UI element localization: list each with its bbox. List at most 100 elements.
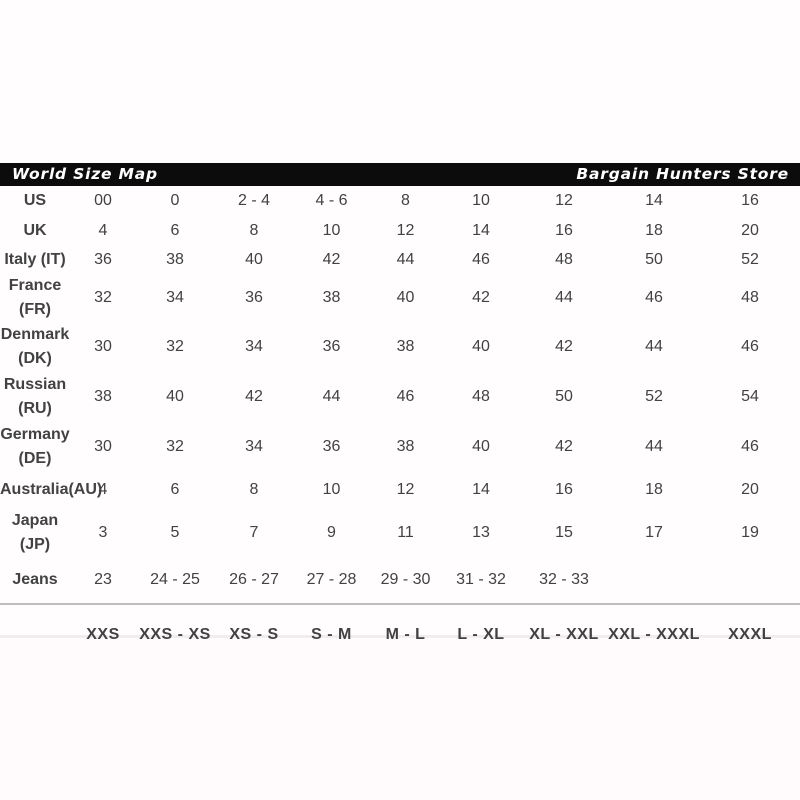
table-row: Jeans 23 24 - 25 26 - 27 27 - 28 29 - 30 31 - … <box>0 557 800 604</box>
size-cell: 16 <box>741 192 759 209</box>
size-cell: 40 <box>472 438 490 455</box>
size-cell: 32 <box>94 289 112 306</box>
size-cell: 34 <box>245 337 263 355</box>
size-cell: 48 <box>555 250 573 268</box>
size-cell: 30 <box>94 337 112 355</box>
size-cell: 10 <box>322 481 341 498</box>
size-cell: 38 <box>396 438 415 455</box>
size-cell: 46 <box>396 388 415 405</box>
size-cell: 46 <box>472 250 490 268</box>
size-cell: 52 <box>741 250 759 268</box>
table-row: Italy (IT) 36 38 40 42 44 46 48 50 52 <box>0 245 800 274</box>
size-cell: 50 <box>555 388 573 405</box>
size-cell: 32 - 33 <box>539 571 589 588</box>
size-cell: 44 <box>645 337 663 355</box>
size-cell: 20 <box>741 481 759 498</box>
size-cell: 40 <box>396 289 415 306</box>
store-name: Bargain Hunters Store <box>576 164 789 183</box>
size-group-label: M - L <box>369 603 442 664</box>
size-cell: 44 <box>645 438 663 455</box>
size-cell: 40 <box>166 388 184 405</box>
chart-title: World Size Map <box>12 164 158 183</box>
size-cell: 8 <box>249 221 259 239</box>
size-cell: 12 <box>555 192 573 209</box>
size-cell: 12 <box>396 221 415 239</box>
size-cell: 32 <box>166 337 184 355</box>
table-row: Denmark (DK) 30 32 34 36 38 40 42 44 46 <box>0 322 800 371</box>
size-group-label: XL - XXL <box>520 603 608 664</box>
size-group-label: XXS - XS <box>136 603 214 664</box>
table-row: Japan (JP) 3 5 7 9 11 13 15 17 19 <box>0 509 800 557</box>
size-cell: 00 <box>94 192 112 209</box>
size-cell: 38 <box>94 388 112 405</box>
size-cell: 18 <box>645 221 663 239</box>
size-cell: 44 <box>322 388 341 405</box>
size-cell: 19 <box>741 524 759 541</box>
size-cell: 2 - 4 <box>237 192 270 209</box>
size-cell: 7 <box>249 524 259 541</box>
header-bar: World Size Map Bargain Hunters Store <box>0 163 800 186</box>
size-cell: 42 <box>555 337 573 355</box>
size-cell: 5 <box>170 524 180 541</box>
size-cell: 42 <box>555 438 573 455</box>
table-row: Russian (RU) 38 40 42 44 46 48 50 52 54 <box>0 371 800 423</box>
size-cell: 20 <box>741 221 759 239</box>
size-cell: 17 <box>645 524 663 541</box>
size-cell: 27 - 28 <box>306 571 357 588</box>
size-cell: 40 <box>472 337 490 355</box>
size-cell: 14 <box>472 221 490 239</box>
size-cell: 12 <box>396 481 415 498</box>
size-cell: 26 - 27 <box>229 571 279 588</box>
size-cell: 31 - 32 <box>456 571 506 588</box>
size-cell: 3 <box>98 524 108 541</box>
size-cell: 44 <box>396 250 415 268</box>
table-row: Germany (DE) 30 32 34 36 38 40 42 44 46 <box>0 423 800 471</box>
size-cell: 0 <box>170 192 180 209</box>
size-cell: 8 <box>249 481 259 498</box>
size-group-label: XXS <box>70 603 136 664</box>
size-cell: 38 <box>166 250 184 268</box>
size-cell: 54 <box>741 388 759 405</box>
size-group-label: S - M <box>294 603 369 664</box>
size-cell: 6 <box>170 481 180 498</box>
table-row: Australia(AU) 4 6 8 10 12 14 16 18 20 <box>0 471 800 509</box>
size-cell: 29 - 30 <box>380 571 431 588</box>
size-cell: 9 <box>327 524 336 541</box>
size-cell: 16 <box>555 481 573 498</box>
table-row: UK 4 6 8 10 12 14 16 18 20 <box>0 216 800 245</box>
size-cell: 48 <box>741 289 759 306</box>
size-cell: 36 <box>245 289 263 306</box>
size-cell: 6 <box>170 221 180 239</box>
row-label: Jeans <box>12 571 58 588</box>
size-group-label: XXL - XXXL <box>608 603 700 664</box>
size-group-label: L - XL <box>442 603 520 664</box>
size-cell: 50 <box>645 250 663 268</box>
size-cell: 4 - 6 <box>315 192 348 209</box>
size-cell: 48 <box>472 388 490 405</box>
size-cell <box>608 557 700 604</box>
lower-page-region <box>0 639 800 800</box>
size-cell: 42 <box>322 250 341 268</box>
size-cell: 46 <box>741 337 759 355</box>
size-cell: 15 <box>555 524 573 541</box>
size-cell: 18 <box>645 481 663 498</box>
size-cell: 4 <box>98 481 108 498</box>
size-cell: 16 <box>555 221 573 239</box>
size-cell: 34 <box>245 438 263 455</box>
size-cell: 4 <box>98 221 108 239</box>
row-label: Italy (IT) <box>4 250 66 268</box>
row-label: Germany (DE) <box>0 426 70 467</box>
size-cell: 36 <box>94 250 112 268</box>
row-label: Australia(AU) <box>0 481 103 498</box>
size-cell: 42 <box>245 388 263 405</box>
size-cell: 36 <box>322 337 341 355</box>
size-cell: 23 <box>94 571 112 588</box>
footer-spacer-cell <box>0 603 70 664</box>
size-cell: 14 <box>645 192 663 209</box>
size-cell: 30 <box>94 438 112 455</box>
